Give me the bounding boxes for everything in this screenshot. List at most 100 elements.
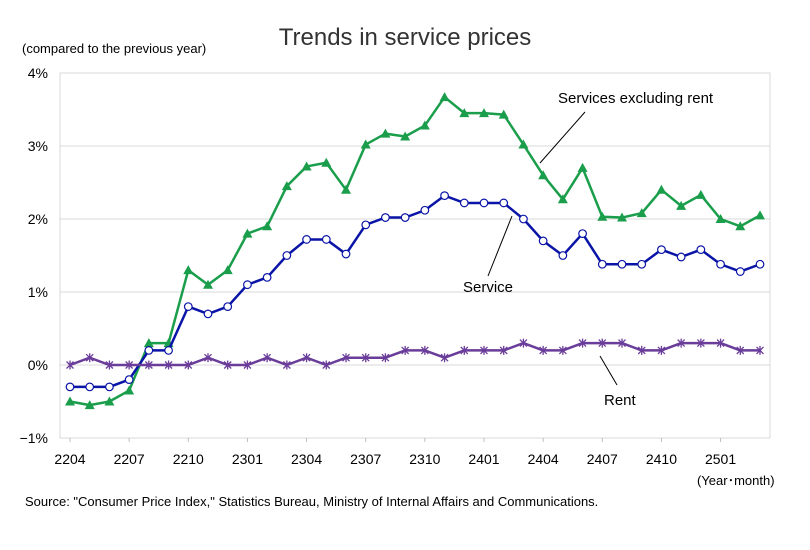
data-point-service [302,235,311,244]
annotation-services-excluding-rent: Services excluding rent [558,90,714,107]
data-point-rent [539,345,548,355]
y-tick-label: 2% [28,211,48,227]
data-point-services-excluding-rent [104,396,115,406]
data-point-services-excluding-rent [380,128,391,138]
data-point-service [65,382,75,392]
data-point-service [282,251,292,260]
data-point-services-excluding-rent [341,184,351,194]
data-point-services-excluding-rent [459,108,470,118]
data-point-rent [164,360,173,370]
data-point-rent [105,360,114,370]
x-tick-label: 2310 [409,451,440,467]
data-point-rent [322,360,331,370]
series-line-services-excluding-rent [69,95,761,407]
data-point-services-excluding-rent [222,265,233,275]
data-point-rent [184,360,193,370]
data-point-rent [401,345,410,355]
data-point-service [597,259,607,269]
grid-lines [60,72,770,439]
data-point-rent [618,338,626,348]
data-point-services-excluding-rent [735,221,746,231]
data-point-services-excluding-rent [281,181,292,191]
y-tick-label: −1% [20,430,48,446]
data-point-service [637,259,647,269]
data-point-services-excluding-rent [360,139,371,149]
x-tick-label: 2401 [468,451,499,467]
data-point-rent [558,345,567,355]
annotation-service: Service [463,279,514,296]
data-point-service [617,259,627,269]
data-point-service [243,280,252,290]
data-point-services-excluding-rent [439,92,450,102]
y-tick-label: 3% [28,138,48,154]
series-line-rent [69,341,760,367]
data-point-service [479,198,489,208]
y-tick-label: 0% [28,357,48,373]
data-point-services-excluding-rent [65,396,75,406]
x-axis-unit: (Year･month) [697,473,775,488]
x-tick-label: 2410 [646,451,677,467]
data-point-rent [381,353,390,363]
data-point-rent [696,338,705,348]
data-point-rent [657,345,666,355]
data-point-services-excluding-rent [636,208,647,218]
data-point-service [420,205,430,215]
data-point-rent [736,345,745,355]
data-point-rent [144,360,153,370]
data-point-rent [440,353,449,363]
data-point-services-excluding-rent [715,214,726,223]
leader-service [487,215,513,277]
data-point-rent [223,360,232,370]
data-point-rent [263,353,272,363]
data-point-service [696,245,706,255]
chart-title: Trends in service prices [278,24,532,51]
data-point-rent [302,353,311,363]
data-point-services-excluding-rent [143,338,154,348]
x-tick-label: 2407 [587,451,618,467]
data-point-services-excluding-rent [183,265,194,275]
data-point-service [321,235,331,244]
x-tick-label: 2304 [291,451,322,467]
data-point-services-excluding-rent [498,109,509,119]
data-point-service [381,213,390,222]
y-tick-label: 4% [28,65,48,81]
data-point-service [341,249,351,259]
data-point-service [499,198,509,208]
x-tick-label: 2301 [232,451,263,467]
data-point-services-excluding-rent [557,194,568,204]
data-point-service [755,259,765,269]
data-point-services-excluding-rent [755,210,765,220]
data-point-services-excluding-rent [617,212,627,222]
data-point-services-excluding-rent [597,211,608,221]
data-point-rent [716,338,725,348]
data-point-rent [480,345,488,355]
data-point-services-excluding-rent [695,189,706,199]
data-point-rent [282,360,291,370]
annotation-leader-lines [487,111,618,386]
data-point-services-excluding-rent [479,108,489,118]
data-point-services-excluding-rent [538,170,549,180]
data-point-rent [519,338,528,348]
data-point-rent [637,345,646,355]
data-point-rent [342,353,350,363]
data-point-service [657,245,666,255]
y-tick-label: 1% [28,284,48,300]
data-point-services-excluding-rent [400,131,411,141]
data-point-service [716,259,725,269]
data-point-service [558,251,568,260]
data-point-service [164,346,173,355]
data-point-service [400,213,410,222]
data-point-rent [85,353,94,363]
data-point-service [223,302,233,312]
data-point-service [538,236,548,246]
x-tick-label: 2207 [114,451,145,467]
series-group [65,92,765,410]
source-note: Source: "Consumer Price Index," Statisti… [25,494,599,509]
data-point-service [519,214,528,224]
series-service [65,191,765,392]
series-services-excluding-rent [65,92,765,410]
leader-services-excluding-rent [539,111,586,164]
data-point-rent [756,345,764,355]
x-tick-label: 2210 [173,451,204,467]
data-point-services-excluding-rent [84,400,95,410]
